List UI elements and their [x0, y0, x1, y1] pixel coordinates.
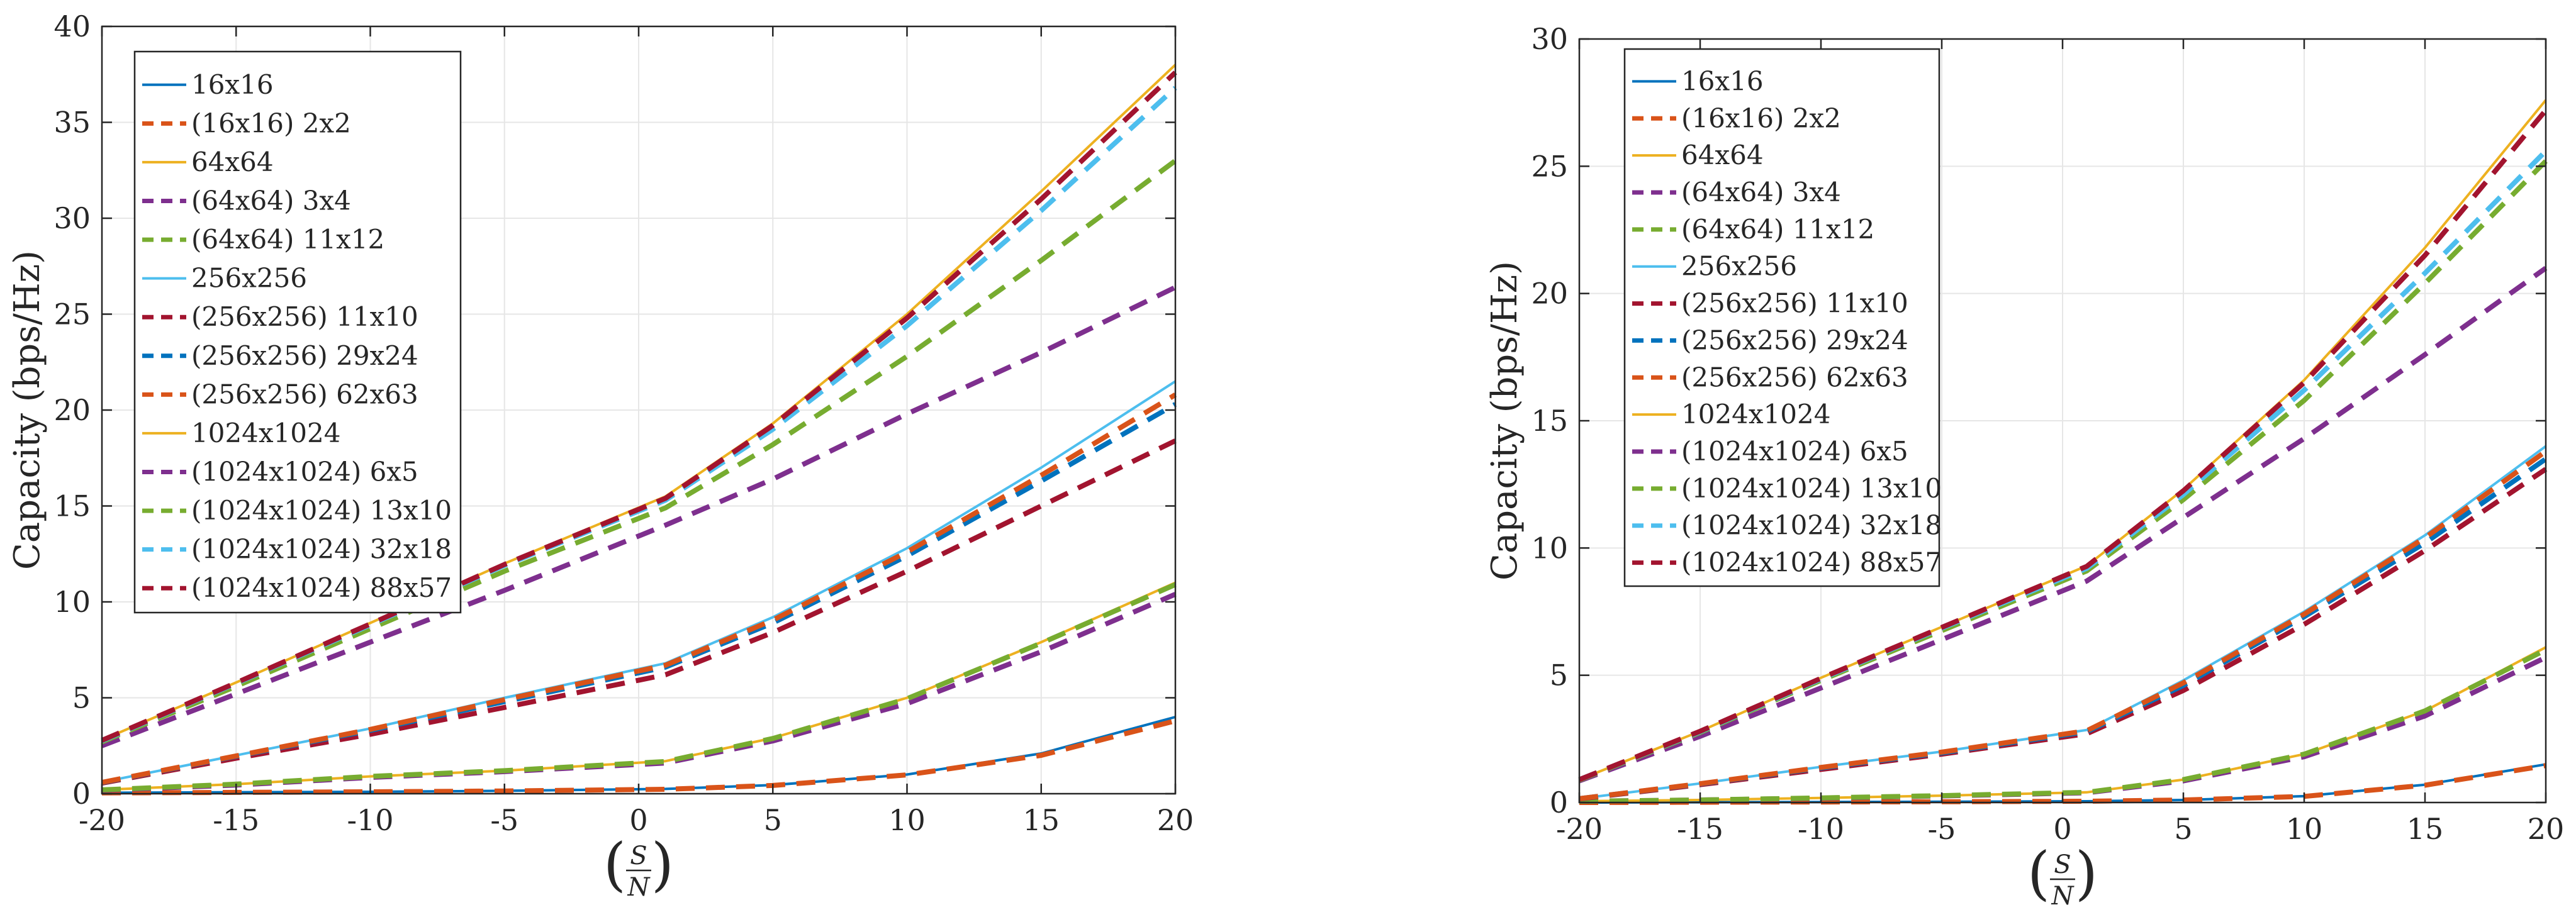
- legend-label-4: (64x64) 3x4: [1681, 177, 1841, 208]
- legend-label-5: (64x64) 11x12: [191, 224, 384, 255]
- y-tick-label: 0: [72, 777, 91, 811]
- y-tick-label: 25: [53, 297, 91, 331]
- legend-label-2: (16x16) 2x2: [1681, 103, 1841, 133]
- legend-label-13: (1024x1024) 32x18: [191, 534, 452, 565]
- x-tick-label: 10: [2286, 812, 2323, 846]
- x-axis-label-numerator: S: [2054, 850, 2071, 879]
- y-tick-label: 5: [72, 681, 91, 715]
- x-tick-label: -20: [1556, 812, 1603, 846]
- y-tick-label: 20: [53, 393, 91, 427]
- x-tick-label: 0: [629, 803, 647, 837]
- x-tick-label: 15: [2407, 812, 2444, 846]
- series-line-1: [101, 716, 1176, 794]
- series-line-5: [101, 582, 1177, 792]
- ticks: -20 -15 -10 -5 0 5 10 15 20 0 5 10 15 20 25 30 35 40: [53, 9, 1194, 837]
- y-tick-label: 30: [53, 201, 91, 235]
- x-tick-label: 20: [2528, 812, 2565, 846]
- y-tick-label: 15: [53, 489, 91, 523]
- x-tick-label: 5: [2174, 812, 2192, 846]
- legend-label-14: (1024x1024) 88x57: [1681, 547, 1942, 578]
- x-tick-label: -20: [79, 803, 125, 837]
- y-tick-label: 5: [1550, 658, 1568, 692]
- legend-label-14: (1024x1024) 88x57: [191, 572, 452, 603]
- y-tick-label: 0: [1550, 786, 1568, 819]
- y-axis-label: Capacity (bps/Hz): [7, 250, 48, 570]
- x-tick-label: 15: [1022, 803, 1060, 837]
- y-tick-label: 15: [1531, 404, 1568, 438]
- series-line-7: [101, 438, 1177, 786]
- legend-label-8: (256x256) 29x24: [1681, 325, 1908, 355]
- y-tick-label: 35: [53, 106, 91, 140]
- legend-label-12: (1024x1024) 13x10: [191, 495, 452, 526]
- legend-label-1: 16x16: [191, 69, 274, 100]
- y-tick-label: 40: [53, 9, 91, 43]
- legend-label-6: 256x256: [191, 263, 307, 294]
- legend-label-7: (256x256) 11x10: [1681, 288, 1908, 319]
- x-axis-label-close-paren: ): [651, 831, 674, 898]
- x-tick-label: 10: [888, 803, 926, 837]
- legend: 16x16 (16x16) 2x2 64x64 (64x64) 3x4 (64x64) …: [1623, 48, 1942, 587]
- x-axis-label-open-paren: (: [2027, 840, 2050, 907]
- series-line-11: [1578, 265, 2548, 784]
- series-line-9: [101, 392, 1177, 785]
- x-tick-label: -5: [490, 803, 518, 837]
- x-tick-label: -10: [1798, 812, 1844, 846]
- legend-label-7: (256x256) 11x10: [191, 301, 418, 332]
- legend-box: [1623, 48, 1940, 587]
- legend-label-3: 64x64: [1681, 140, 1764, 170]
- x-axis-label: (SN): [2027, 840, 2098, 911]
- legend-label-1: 16x16: [1681, 65, 1764, 96]
- series-line-14: [1578, 108, 2548, 782]
- series-line-4: [101, 592, 1177, 793]
- x-tick-label: 5: [764, 803, 782, 837]
- y-axis-label: Capacity (bps/Hz): [1484, 261, 1525, 580]
- x-axis-label-close-paren: ): [2075, 840, 2098, 907]
- legend-label-3: 64x64: [191, 147, 274, 177]
- legend-label-13: (1024x1024) 32x18: [1681, 510, 1942, 541]
- x-tick-label: 20: [1157, 803, 1194, 837]
- legend-label-6: 256x256: [1681, 251, 1797, 282]
- x-axis-label-open-paren: (: [603, 831, 626, 898]
- x-tick-label: -10: [347, 803, 393, 837]
- legend-label-10: 1024x1024: [191, 418, 340, 448]
- series-line-11: [101, 285, 1177, 748]
- legend: 16x16 (16x16) 2x2 64x64 (64x64) 3x4 (64x64) …: [133, 50, 462, 614]
- legend-label-11: (1024x1024) 6x5: [191, 457, 418, 487]
- series-group: [101, 64, 1177, 796]
- x-tick-label: -5: [1928, 812, 1956, 846]
- x-axis-label-denominator: N: [2051, 882, 2075, 911]
- ticks: -20 -15 -10 -5 0 5 10 15 20 0 5 10 15 20 25 30: [1531, 22, 2564, 846]
- x-axis-label-numerator: S: [630, 841, 647, 870]
- y-tick-label: 10: [1531, 531, 1568, 565]
- series-line-14: [101, 70, 1177, 743]
- legend-label-10: 1024x1024: [1681, 399, 1830, 430]
- x-tick-label: -15: [213, 803, 259, 837]
- legend-label-9: (256x256) 62x63: [191, 379, 418, 409]
- legend-label-8: (256x256) 29x24: [191, 340, 418, 371]
- left-chart: -20 -15 -10 -5 0 5 10 15 20 0 5 10 15 20 25 30 35 40 Capac…: [7, 9, 1194, 902]
- x-tick-label: 0: [2053, 812, 2071, 846]
- x-tick-label: -15: [1677, 812, 1723, 846]
- series-line-12: [101, 158, 1177, 745]
- legend-label-12: (1024x1024) 13x10: [1681, 473, 1942, 504]
- legend-label-5: (64x64) 11x12: [1681, 214, 1874, 245]
- x-axis-label: (SN): [603, 831, 674, 902]
- legend-box: [133, 50, 462, 614]
- y-tick-label: 10: [53, 585, 91, 619]
- legend-label-11: (1024x1024) 6x5: [1681, 436, 1908, 467]
- y-tick-label: 30: [1531, 22, 1568, 56]
- y-tick-label: 20: [1531, 277, 1568, 311]
- right-chart: -20 -15 -10 -5 0 5 10 15 20 0 5 10 15 20 25 30 Capacity …: [1484, 22, 2564, 911]
- legend-label-9: (256x256) 62x63: [1681, 362, 1908, 392]
- y-tick-label: 25: [1531, 149, 1568, 183]
- x-axis-label-denominator: N: [627, 873, 651, 902]
- series-line-5: [1579, 647, 2547, 804]
- legend-label-2: (16x16) 2x2: [191, 108, 351, 138]
- series-line-9: [1579, 449, 2548, 801]
- legend-label-4: (64x64) 3x4: [191, 186, 351, 216]
